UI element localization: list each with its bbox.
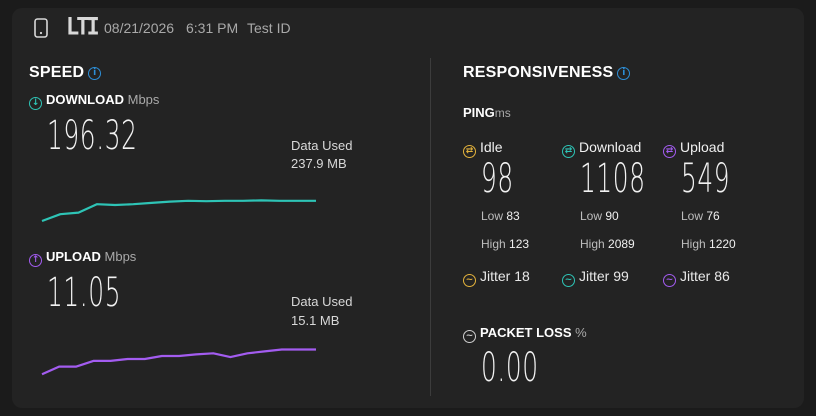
upload-ping-high-label: High	[681, 237, 706, 251]
upload-unit: Mbps	[104, 249, 137, 264]
download-ping-label: Download	[579, 139, 642, 155]
idle-ping-value: 98	[481, 156, 514, 202]
upload-ping-low: Low 76	[681, 209, 720, 223]
arrow-up-circle-icon: ↑	[29, 254, 42, 267]
idle-label: Idle	[480, 139, 503, 155]
upload-speed-value: 11.05	[47, 270, 122, 316]
download-ping-low: Low 90	[580, 209, 619, 223]
download-jitter-label: Jitter	[579, 268, 610, 284]
swap-circle-icon: ⇄	[463, 145, 476, 158]
idle-header: ⇄ Idle	[463, 139, 503, 158]
download-data-used-label: Data Used	[291, 138, 353, 153]
test-time: 6:31 PM	[186, 20, 239, 36]
upload-trend-line	[41, 348, 316, 376]
download-ping-low-label: Low	[580, 209, 603, 223]
packet-loss-header: ~ PACKET LOSS %	[463, 325, 587, 343]
download-jitter-value: 99	[613, 268, 629, 284]
download-ping-high-value: 2089	[608, 237, 635, 251]
upload-jitter-label: Jitter	[680, 268, 711, 284]
download-header: ↓ DOWNLOAD Mbps	[29, 92, 159, 110]
swap-circle-icon: ⇄	[663, 145, 676, 158]
download-ping-high-label: High	[580, 237, 605, 251]
section-divider	[430, 58, 431, 396]
download-ping-header: ⇄ Download	[562, 139, 641, 158]
upload-label: UPLOAD	[46, 249, 101, 264]
phone-icon	[34, 18, 48, 38]
wave-circle-icon: ~	[562, 274, 575, 287]
info-icon[interactable]: i	[88, 67, 102, 80]
idle-jitter: ~ Jitter 18	[463, 268, 530, 287]
download-jitter: ~ Jitter 99	[562, 268, 629, 287]
idle-high-label: High	[481, 237, 506, 251]
download-speed-value: 196.32	[47, 113, 138, 159]
packet-loss-value: 0.00	[481, 345, 539, 391]
responsiveness-title: RESPONSIVENESS i	[463, 64, 631, 82]
upload-ping-low-label: Low	[681, 209, 704, 223]
speed-title-text: SPEED	[29, 64, 85, 81]
responsiveness-title-text: RESPONSIVENESS	[463, 64, 614, 81]
arrow-down-circle-icon: ↓	[29, 97, 42, 110]
upload-header: ↑ UPLOAD Mbps	[29, 249, 136, 267]
wave-circle-icon: ~	[463, 274, 476, 287]
upload-ping-high: High 1220	[681, 237, 736, 251]
upload-ping-header: ⇄ Upload	[663, 139, 724, 158]
download-speed-graph	[41, 199, 316, 223]
download-trend-line	[41, 199, 316, 223]
results-card	[12, 8, 804, 408]
ping-header: PINGms	[463, 104, 511, 122]
download-data-used-value: 237.9 MB	[291, 156, 347, 171]
upload-jitter: ~ Jitter 86	[663, 268, 730, 287]
ping-label: PING	[463, 105, 495, 120]
download-ping-value: 1108	[580, 156, 646, 202]
swap-circle-icon: ⇄	[562, 145, 575, 158]
idle-jitter-value: 18	[514, 268, 530, 284]
download-unit: Mbps	[127, 92, 160, 107]
idle-low: Low 83	[481, 209, 520, 223]
download-label: DOWNLOAD	[46, 92, 124, 107]
upload-ping-value: 549	[681, 156, 731, 202]
minus-wave-circle-icon: ~	[463, 330, 476, 343]
idle-low-value: 83	[506, 209, 520, 223]
download-ping-low-value: 90	[605, 209, 619, 223]
packet-loss-label: PACKET LOSS	[480, 325, 572, 340]
download-ping-high: High 2089	[580, 237, 635, 251]
idle-high-value: 123	[509, 237, 530, 251]
speed-title: SPEED i	[29, 64, 102, 82]
idle-low-label: Low	[481, 209, 504, 223]
upload-ping-label: Upload	[680, 139, 725, 155]
upload-speed-graph	[41, 348, 316, 376]
test-id-link[interactable]: Test ID	[247, 20, 291, 36]
wave-circle-icon: ~	[663, 274, 676, 287]
idle-high: High 123	[481, 237, 529, 251]
upload-data-used-value: 15.1 MB	[291, 313, 340, 328]
upload-ping-low-value: 76	[706, 209, 720, 223]
upload-ping-high-value: 1220	[709, 237, 736, 251]
upload-data-used-label: Data Used	[291, 294, 353, 309]
upload-jitter-value: 86	[714, 268, 730, 284]
idle-jitter-label: Jitter	[480, 268, 511, 284]
info-icon[interactable]: i	[617, 67, 631, 80]
packet-loss-unit: %	[575, 325, 587, 340]
brand-logo: LTI	[66, 13, 100, 42]
test-date: 08/21/2026	[104, 20, 175, 36]
ping-unit: ms	[494, 106, 511, 120]
